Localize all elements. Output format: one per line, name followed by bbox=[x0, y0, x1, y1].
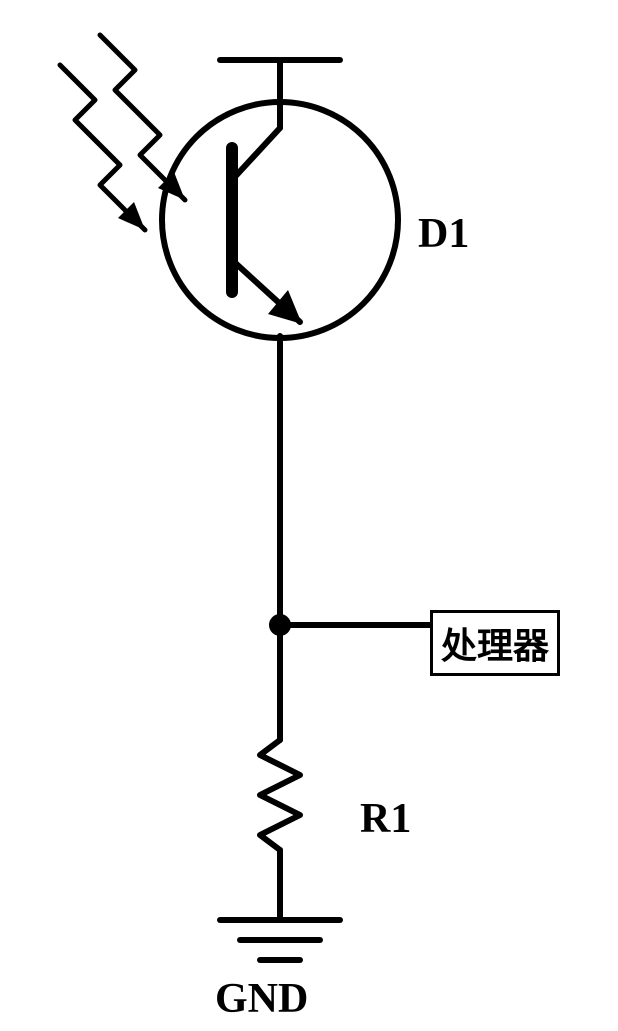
circuit-diagram bbox=[0, 0, 618, 1031]
label-r1: R1 bbox=[360, 795, 411, 843]
label-d1: D1 bbox=[418, 210, 469, 258]
processor-box: 处理器 bbox=[430, 610, 560, 676]
label-gnd: GND bbox=[215, 975, 308, 1023]
